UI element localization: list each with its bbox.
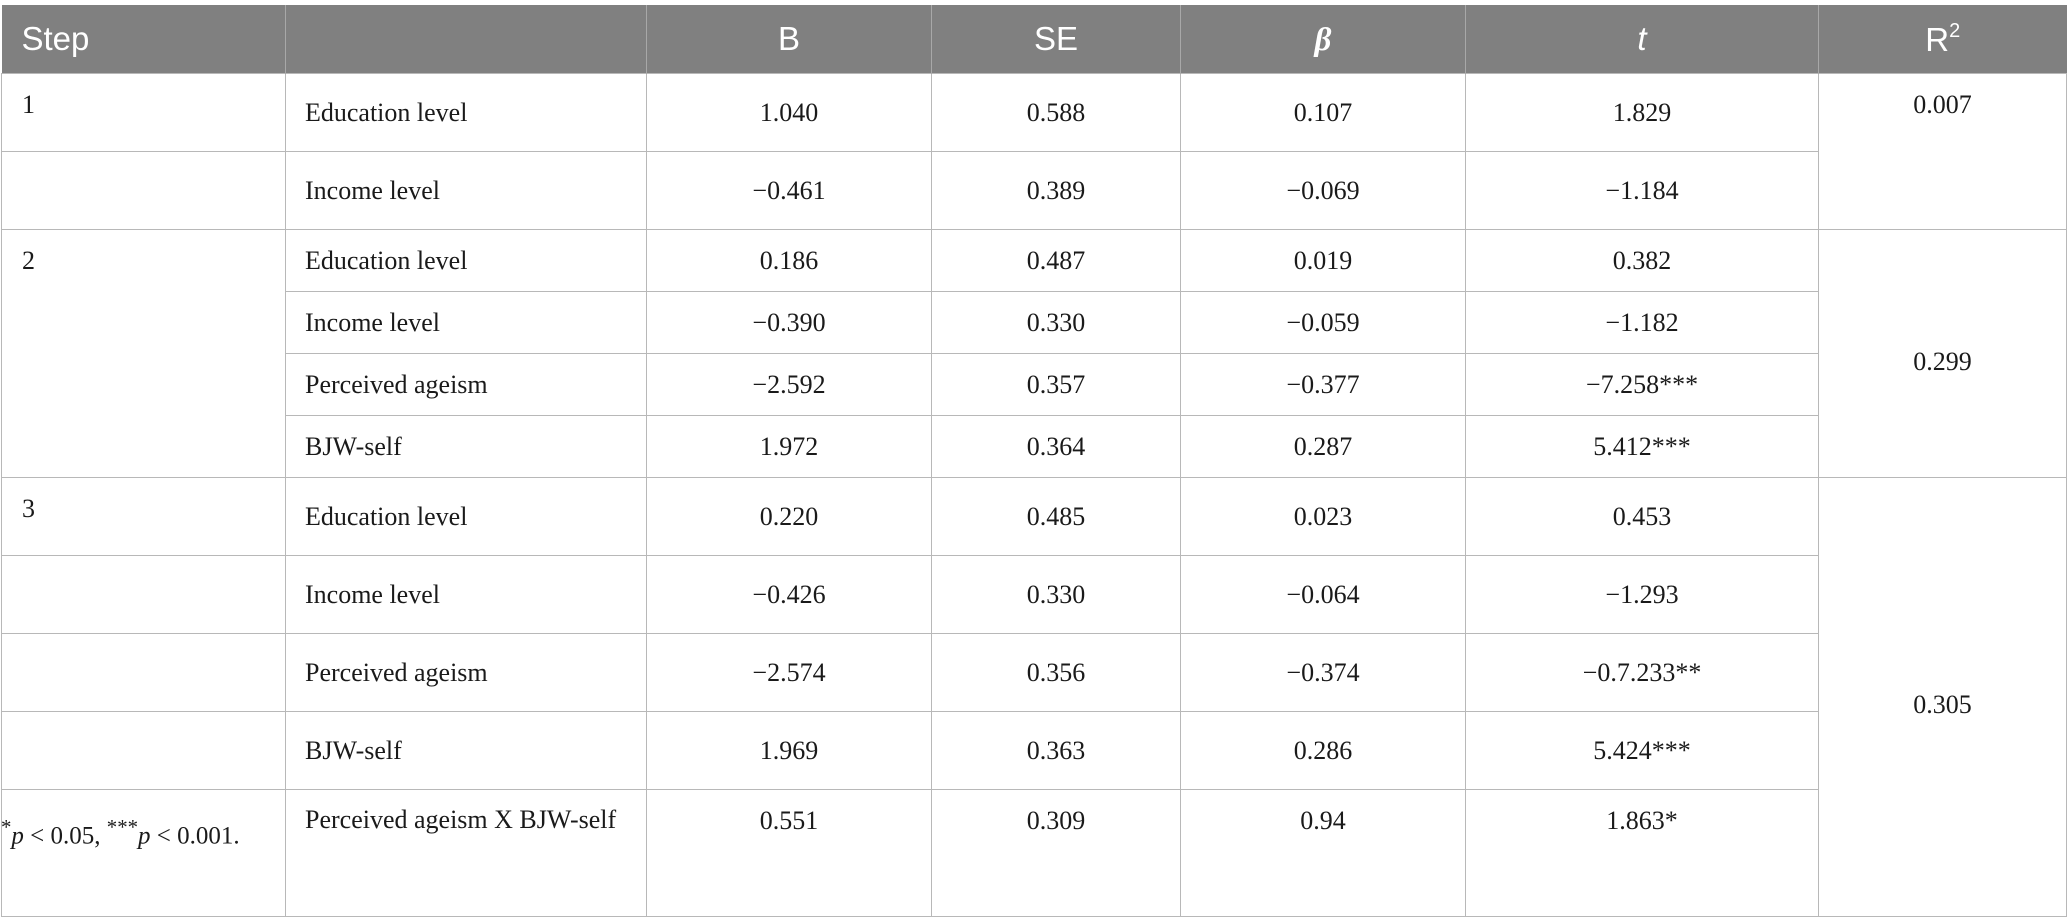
b-cell: −2.574 [646,633,932,712]
b-cell: 1.972 [646,415,932,478]
step-cell [1,789,286,917]
variable-cell: BJW-self [285,415,647,478]
t-cell: −1.182 [1465,291,1819,354]
t-cell: −1.184 [1465,151,1819,230]
r2-step3-cell: 0.305 [1818,477,2067,917]
step-cell: 3 [1,477,286,556]
t-cell: 1.863* [1465,789,1819,917]
b-cell: −0.426 [646,555,932,634]
se-cell: 0.487 [931,229,1181,292]
t-cell: 0.453 [1465,477,1819,556]
beta-cell: 0.107 [1180,73,1466,152]
table-row: Perceived ageism −2.592 0.357 −0.377 −7.… [2,353,2067,416]
variable-cell: Income level [285,291,647,354]
table-footnote: *p < 0.05, ***p < 0.001. [1,815,240,850]
variable-cell: Education level [285,229,647,292]
b-cell: 0.551 [646,789,932,917]
b-cell: −0.461 [646,151,932,230]
table-row: Income level −0.390 0.330 −0.059 −1.182 [2,291,2067,354]
header-variable [285,5,647,74]
table-row: Perceived ageism −2.574 0.356 −0.374 −0.… [1,633,2067,712]
b-cell: 0.186 [646,229,932,292]
beta-symbol: β [1314,21,1332,58]
b-cell: 1.040 [646,73,932,152]
se-cell: 0.330 [931,555,1181,634]
r2-step2-cell: 0.299 [1818,229,2067,478]
table-row: Income level −0.461 0.389 −0.069 −1.184 [1,151,2067,230]
table-row: 3 Education level 0.220 0.485 0.023 0.45… [1,477,2067,917]
step-cell: 1 [1,73,286,152]
t-cell: −7.258*** [1465,353,1819,416]
step-cell: 2 [1,229,286,478]
beta-cell: 0.287 [1180,415,1466,478]
se-cell: 0.364 [931,415,1181,478]
se-cell: 0.309 [931,789,1181,917]
footnote-star-1: * [1,815,12,839]
r2-base: R [1925,20,1950,58]
variable-cell: Perceived ageism X BJW-self [285,789,647,917]
footnote-p-2: p [138,822,151,850]
t-cell: 1.829 [1465,73,1819,152]
beta-cell: 0.94 [1180,789,1466,917]
step-cell [1,151,286,230]
beta-cell: −0.374 [1180,633,1466,712]
footnote-cond-2: < 0.001. [150,822,240,850]
step-cell [1,711,286,790]
se-cell: 0.588 [931,73,1181,152]
se-cell: 0.485 [931,477,1181,556]
beta-cell: −0.377 [1180,353,1466,416]
t-cell: −0.7.233** [1465,633,1819,712]
beta-cell: 0.286 [1180,711,1466,790]
header-row: Step B SE β t R2 [1,5,2067,74]
table-row: Perceived ageism X BJW-self 0.551 0.309 … [1,789,2067,917]
step-cell [1,555,286,634]
header-t: t [1465,5,1819,74]
header-beta: β [1180,5,1466,74]
beta-cell: −0.059 [1180,291,1466,354]
footnote-cond-1: < 0.05, [23,822,107,850]
t-cell: 5.424*** [1465,711,1819,790]
r2-step1-cell: 0.007 [1818,73,2067,230]
header-b: B [646,5,932,74]
r2-superscript: 2 [1949,19,1961,42]
variable-cell: Perceived ageism [285,353,647,416]
header-r2: R2 [1818,5,2067,74]
variable-cell: Income level [285,555,647,634]
t-cell: 5.412*** [1465,415,1819,478]
variable-cell: BJW-self [285,711,647,790]
footnote-star-3: *** [106,815,139,839]
se-cell: 0.363 [931,711,1181,790]
t-cell: −1.293 [1465,555,1819,634]
step-cell [1,633,286,712]
se-cell: 0.357 [931,353,1181,416]
beta-cell: 0.023 [1180,477,1466,556]
variable-cell: Perceived ageism [285,633,647,712]
table-row: Income level −0.426 0.330 −0.064 −1.293 [1,555,2067,634]
table-row: 2 Education level 0.186 0.487 0.019 0.38… [1,229,2067,478]
variable-cell: Income level [285,151,647,230]
se-cell: 0.356 [931,633,1181,712]
header-se: SE [931,5,1181,74]
table-row: 1 Education level 1.040 0.588 0.107 1.82… [1,73,2067,230]
header-step: Step [1,5,286,74]
table-row: BJW-self 1.972 0.364 0.287 5.412*** [2,415,2067,478]
variable-cell: Education level [285,73,647,152]
t-symbol: t [1637,20,1647,57]
b-cell: 0.220 [646,477,932,556]
se-cell: 0.330 [931,291,1181,354]
b-cell: −0.390 [646,291,932,354]
b-cell: 1.969 [646,711,932,790]
regression-table: Step B SE β t R2 1 Education level 1.040… [1,5,2067,917]
b-cell: −2.592 [646,353,932,416]
beta-cell: −0.064 [1180,555,1466,634]
se-cell: 0.389 [931,151,1181,230]
beta-cell: −0.069 [1180,151,1466,230]
table-row: BJW-self 1.969 0.363 0.286 5.424*** [1,711,2067,790]
beta-cell: 0.019 [1180,229,1466,292]
footnote-p-1: p [11,822,24,850]
t-cell: 0.382 [1465,229,1819,292]
variable-cell: Education level [285,477,647,556]
